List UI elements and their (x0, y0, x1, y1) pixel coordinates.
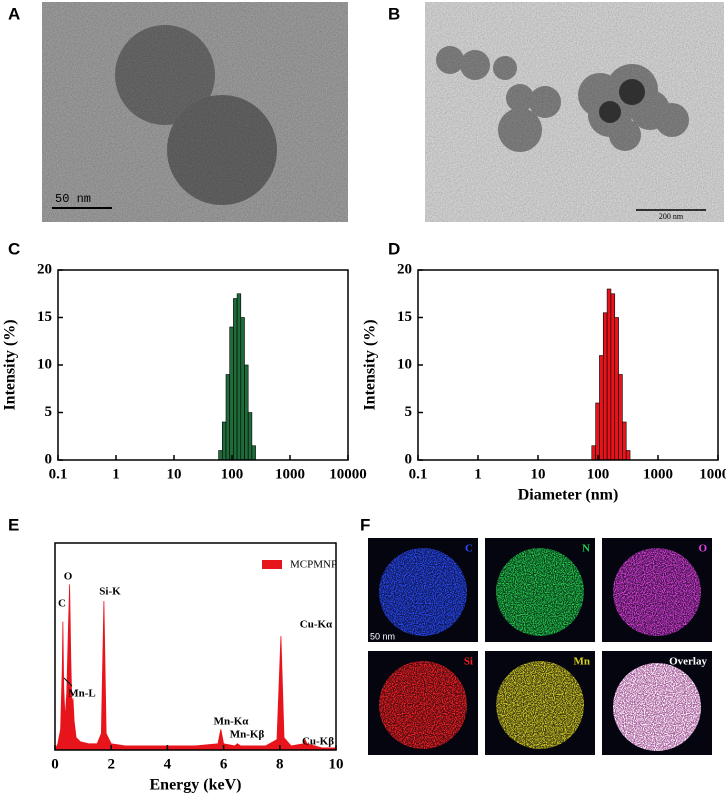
y-tick-label: 15 (37, 309, 52, 325)
map-particle (379, 661, 467, 749)
map-label: Si (464, 656, 473, 668)
histogram-bar (222, 421, 227, 461)
map-particle (379, 548, 467, 636)
peak-label: Mn-Kβ (230, 729, 265, 741)
x-tick-label: 1 (474, 466, 482, 482)
tem-image-b (425, 2, 724, 222)
x-tick-label: 1 (112, 466, 120, 482)
map-particle (613, 663, 701, 751)
map-label: O (698, 543, 707, 555)
y-tick-label: 5 (45, 404, 53, 420)
panel-label: A (8, 4, 20, 23)
x-tick-label: 4 (164, 756, 172, 772)
peak-label: Cu-Kβ (302, 736, 334, 748)
y-tick-label: 15 (397, 309, 412, 325)
histogram-bar (244, 364, 249, 461)
plot-frame (54, 542, 337, 751)
histogram-bar (591, 445, 596, 461)
histogram-bar (240, 317, 245, 461)
peak-label: O (64, 571, 73, 583)
x-tick-label: 0 (51, 756, 59, 772)
scale-label: 50 nm (370, 631, 395, 641)
x-tick-label: 0.1 (49, 466, 68, 482)
x-tick-label: 1000 (275, 466, 305, 482)
legend-swatch (262, 560, 282, 569)
x-tick-label: 6 (220, 756, 228, 772)
histogram-bar (599, 355, 604, 461)
map-particle (496, 661, 584, 749)
peak-label: Si-K (99, 586, 121, 598)
histogram-bar (625, 450, 631, 461)
element-maps (368, 538, 712, 755)
y-axis-label: Intensity (%) (362, 319, 379, 410)
y-tick-label: 10 (37, 356, 52, 372)
y-tick-label: 0 (45, 451, 53, 467)
map-particle (613, 548, 701, 636)
histogram-bar (251, 445, 256, 461)
panel-label: D (388, 239, 400, 258)
tem-image-a (42, 2, 348, 222)
histogram-bar (218, 450, 223, 461)
histogram-bar (610, 293, 616, 461)
histogram-bar (614, 317, 619, 461)
histogram-bar (225, 374, 231, 461)
x-tick-label: 10 (531, 466, 546, 482)
histogram-bar (622, 421, 627, 461)
panel-label: F (360, 515, 370, 534)
panel-label: E (8, 515, 19, 534)
y-tick-label: 0 (405, 451, 413, 467)
peak-label: C (58, 598, 66, 610)
panel-label: B (388, 4, 400, 23)
x-tick-label: 10 (167, 466, 182, 482)
histogram-bar (606, 288, 612, 461)
map-particle (496, 548, 584, 636)
peak-label: Mn-L (68, 688, 96, 700)
x-axis-label: Diameter (nm) (518, 487, 619, 504)
histogram-bar (236, 293, 242, 461)
map-label: C (465, 543, 473, 555)
histogram-bar (602, 312, 608, 461)
histogram-bar (595, 402, 600, 461)
map-label: Overlay (669, 656, 707, 668)
legend-label: MCPMNP (290, 559, 337, 571)
x-tick-label: 100 (221, 466, 244, 482)
map-label: Mn (574, 656, 591, 668)
x-axis-label: Energy (keV) (150, 777, 242, 794)
y-axis-label: Intensity (%) (2, 319, 19, 410)
x-tick-label: 1000 (643, 466, 673, 482)
x-tick-label: 10000 (699, 466, 726, 482)
histogram-bar (229, 326, 234, 461)
x-tick-label: 8 (276, 756, 284, 772)
plot-frame (417, 269, 719, 461)
spectrum-area (54, 584, 337, 751)
histogram-bar (247, 412, 253, 461)
x-tick-label: 10 (329, 756, 344, 772)
histogram-bar (618, 374, 623, 461)
peak-label: Cu-Kα (300, 619, 333, 631)
x-tick-label: 0.1 (409, 466, 428, 482)
peak-label: Mn-Kα (214, 716, 250, 728)
plot-frame (57, 269, 349, 461)
y-tick-label: 5 (405, 404, 413, 420)
panel-label: C (8, 239, 20, 258)
histogram-bar (233, 298, 238, 461)
x-tick-label: 100 (587, 466, 610, 482)
y-tick-label: 10 (397, 356, 412, 372)
scale-label: 200 nm (659, 212, 684, 221)
y-tick-label: 20 (397, 261, 412, 277)
x-tick-label: 10000 (329, 466, 367, 482)
y-tick-label: 20 (37, 261, 52, 277)
pointer (63, 677, 73, 687)
x-tick-label: 2 (107, 756, 115, 772)
scale-label: 50 nm (55, 192, 91, 206)
map-label: N (582, 543, 590, 555)
